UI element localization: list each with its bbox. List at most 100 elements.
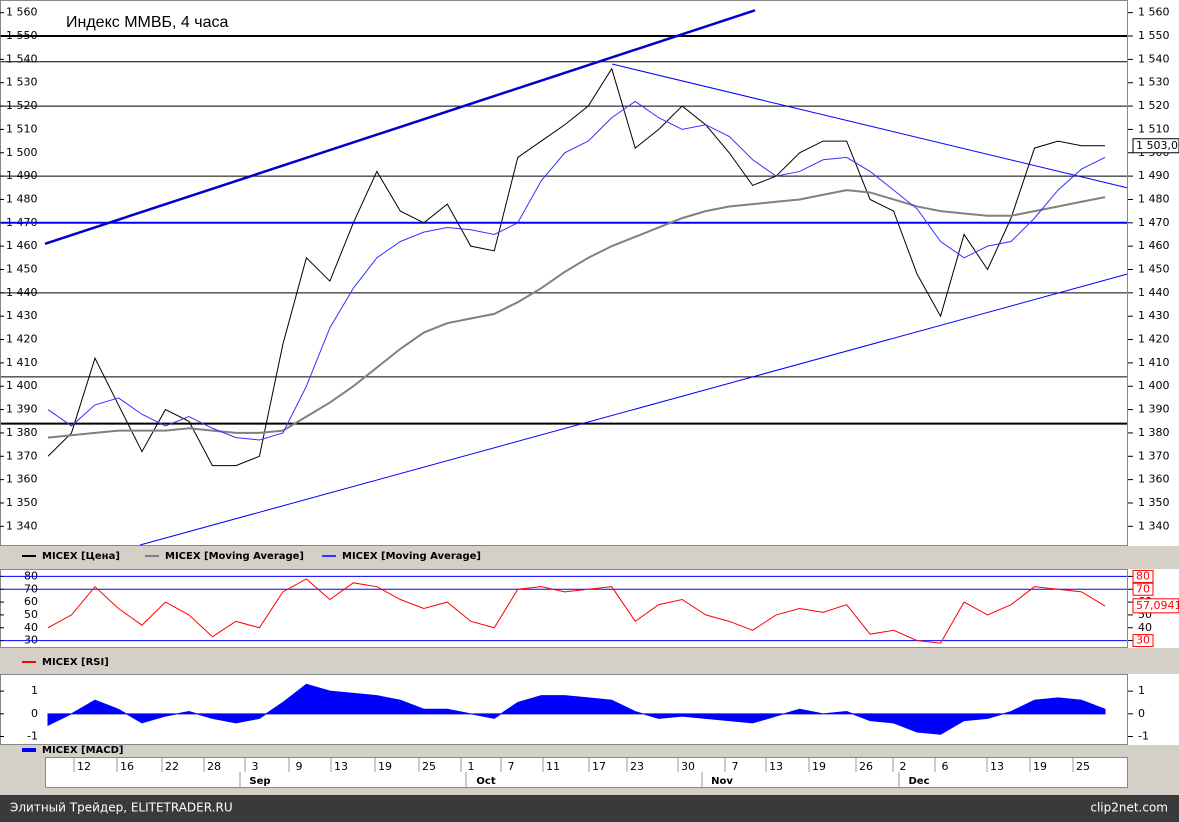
day-label: 26 [859, 760, 873, 773]
day-label: 7 [732, 760, 739, 773]
legend-label: MICEX [MACD] [42, 745, 124, 756]
day-label: 22 [165, 760, 179, 773]
y-tick-label: 1 420 [6, 333, 38, 346]
y-tick-label: 1 510 [6, 122, 38, 135]
y-tick-label: 1 510 [1138, 122, 1170, 135]
y-tick-label: 1 470 [1138, 216, 1170, 229]
y-tick-label: 1 350 [1138, 496, 1170, 509]
y-tick-label: 1 550 [1138, 29, 1170, 42]
y-tick-label: 1 390 [6, 403, 38, 416]
series-line [47, 67, 1105, 467]
y-tick-label: 1 560 [1138, 6, 1170, 19]
y-tick-label: 1 430 [1138, 309, 1170, 322]
level-label: 80 [1136, 569, 1150, 582]
day-label: 25 [422, 760, 436, 773]
series-line [47, 189, 1106, 439]
y-tick-label: 1 390 [1138, 403, 1170, 416]
y-tick-label: 1 420 [1138, 333, 1170, 346]
legend-label: MICEX [Moving Average] [342, 551, 481, 562]
day-label: 17 [592, 760, 606, 773]
y-tick-label: 1 370 [1138, 449, 1170, 462]
date-axis [45, 757, 1128, 788]
level-box [1132, 582, 1154, 596]
day-label: 19 [378, 760, 392, 773]
footer-right[interactable]: clip2net.com [1090, 801, 1168, 815]
y-tick-label: 1 450 [1138, 262, 1170, 275]
day-label: 2 [900, 760, 907, 773]
y-tick-label: -1 [27, 730, 38, 743]
legend-label: MICEX [RSI] [42, 657, 109, 668]
y-tick-label: 1 560 [6, 6, 38, 19]
trend-line [139, 273, 1128, 546]
y-tick-label: 1 400 [6, 379, 38, 392]
day-label: 1 [468, 760, 475, 773]
day-label: 25 [1076, 760, 1090, 773]
day-label: 28 [207, 760, 221, 773]
day-label: 16 [120, 760, 134, 773]
footer-bar [0, 795, 1179, 822]
y-tick-label: 1 380 [1138, 426, 1170, 439]
rsi-panel [0, 569, 1128, 648]
day-label: 11 [546, 760, 560, 773]
y-tick-label: 1 360 [1138, 473, 1170, 486]
month-label: Nov [711, 776, 733, 787]
y-tick-label: 1 540 [6, 52, 38, 65]
y-tick-label: 1 410 [6, 356, 38, 369]
y-tick-label: 1 480 [1138, 192, 1170, 205]
price-axis [1128, 0, 1179, 546]
y-tick-label: 1 500 [6, 146, 38, 159]
area [47, 683, 1106, 735]
y-tick-label: 1 340 [6, 519, 38, 532]
series-line [47, 100, 1106, 441]
y-tick-label: 1 370 [6, 449, 38, 462]
last-value-label: 57,0941 [1136, 599, 1179, 612]
day-label: 13 [769, 760, 783, 773]
last-value-box [1132, 138, 1179, 154]
y-tick-label: 40 [24, 621, 38, 634]
day-label: 9 [296, 760, 303, 773]
trend-line [44, 9, 756, 246]
y-tick-label: 1 480 [6, 192, 38, 205]
day-label: 6 [942, 760, 949, 773]
last-value-label: 1 503,0 [1136, 139, 1178, 152]
y-tick-label: 1 410 [1138, 356, 1170, 369]
day-label: 7 [508, 760, 515, 773]
y-tick-label: 1 400 [1138, 379, 1170, 392]
y-tick-label: 1 540 [1138, 52, 1170, 65]
y-tick-label: 40 [1138, 621, 1152, 634]
chart-title: Индекс ММВБ, 4 часа [66, 14, 228, 31]
y-tick-label: 1 530 [1138, 76, 1170, 89]
y-tick-label: 1 490 [1138, 169, 1170, 182]
y-tick-label: 1 450 [6, 262, 38, 275]
y-tick-label: 1 340 [1138, 519, 1170, 532]
level-label: 30 [1136, 634, 1150, 647]
day-label: 13 [990, 760, 1004, 773]
footer-left: Элитный Трейдер, ELITETRADER.RU [10, 801, 233, 815]
y-tick-label: 1 [31, 684, 38, 697]
series-line [47, 578, 1106, 644]
y-tick-label: 1 440 [1138, 286, 1170, 299]
day-label: 23 [630, 760, 644, 773]
y-tick-label: 1 530 [6, 76, 38, 89]
y-tick-label: 1 [1138, 684, 1145, 697]
day-label: 3 [252, 760, 259, 773]
y-tick-label: 1 380 [6, 426, 38, 439]
title-bg [60, 12, 260, 34]
y-tick-label: 0 [1138, 707, 1145, 720]
day-label: 30 [681, 760, 695, 773]
month-label: Dec [908, 776, 929, 787]
month-label: Oct [476, 776, 495, 787]
level-box [1132, 569, 1154, 583]
level-label: 70 [1136, 582, 1150, 595]
macd-axis [1128, 674, 1179, 745]
day-label: 12 [77, 760, 91, 773]
y-tick-label: 50 [24, 608, 38, 621]
y-tick-label: 1 460 [1138, 239, 1170, 252]
day-label: 13 [334, 760, 348, 773]
day-label: 19 [1033, 760, 1047, 773]
legend-label: MICEX [Цена] [42, 551, 120, 562]
last-value-box [1132, 598, 1179, 614]
y-tick-label: 60 [24, 595, 38, 608]
y-tick-label: 1 460 [6, 239, 38, 252]
legend-label: MICEX [Moving Average] [165, 551, 304, 562]
